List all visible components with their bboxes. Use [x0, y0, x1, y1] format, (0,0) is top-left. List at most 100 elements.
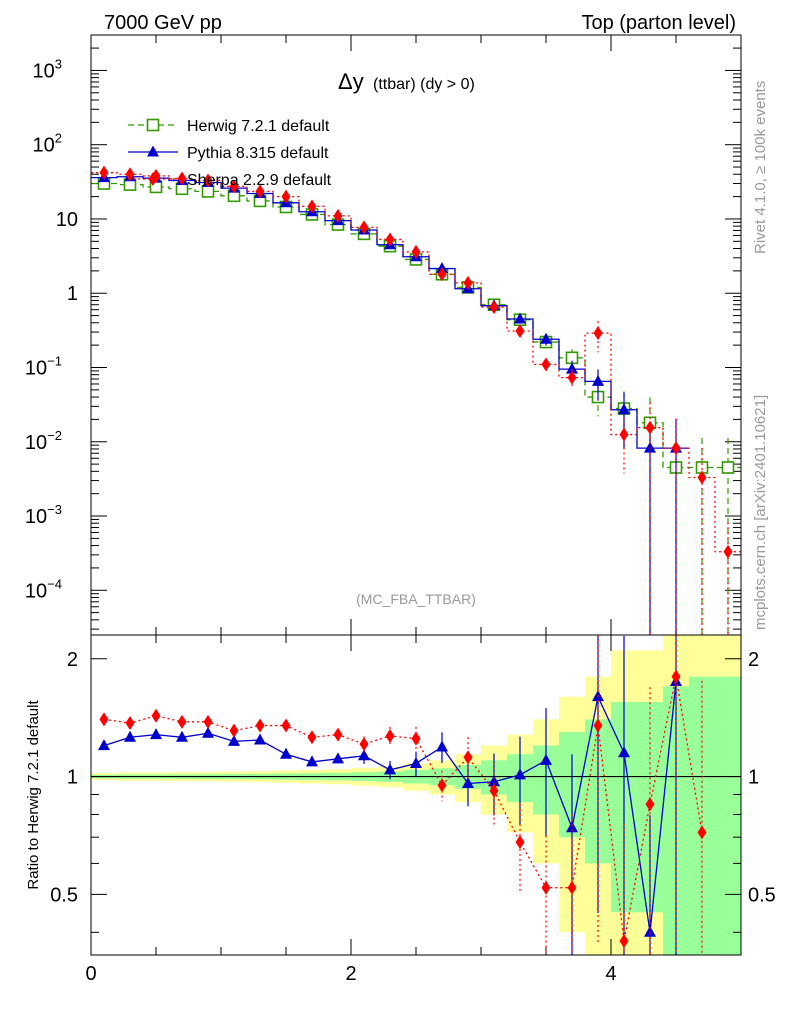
data-point: [723, 544, 733, 559]
main-y-tick-label: 1: [67, 283, 78, 305]
legend-label: Pythia 8.315 default: [187, 145, 329, 162]
header-right: Top (parton level): [581, 12, 736, 34]
data-point: [593, 326, 603, 341]
ratio-point: [229, 723, 239, 738]
data-point: [721, 461, 735, 474]
ratio-point: [177, 714, 187, 729]
data-point: [515, 324, 525, 339]
ratio-series-pythia-8-315-default: [98, 635, 682, 955]
data-point: [177, 171, 187, 186]
ratio-point: [281, 718, 291, 733]
ratio-point: [567, 880, 577, 895]
side-label-rivet: Rivet 4.1.0, ≥ 100k events: [752, 81, 769, 254]
ratio-point: [254, 733, 266, 745]
legend-label: Herwig 7.2.1 default: [187, 118, 330, 135]
ratio-point: [176, 730, 188, 742]
ratio-y-tick-label-left: 1: [67, 767, 78, 789]
chart-title-main: Δy: [338, 69, 364, 94]
main-y-tick-label: 10−1: [25, 353, 62, 379]
ratio-point: [98, 739, 110, 751]
data-point: [645, 420, 655, 435]
legend-marker: [147, 145, 159, 157]
ratio-series-group: [98, 635, 707, 955]
legend-label: Sherpa 2.2.9 default: [187, 172, 332, 189]
ratio-point: [437, 778, 447, 793]
data-point: [229, 179, 239, 194]
band-1sigma: [715, 676, 741, 955]
ratio-point: [436, 740, 448, 752]
ratio-point: [618, 746, 630, 758]
ratio-point: [228, 734, 240, 746]
data-point: [540, 332, 552, 344]
ratio-point: [202, 726, 214, 738]
ratio-point: [150, 728, 162, 740]
ratio-point: [463, 750, 473, 765]
ratio-point: [540, 753, 552, 765]
ratio-point: [385, 728, 395, 743]
ratio-y-tick-label-left: 2: [67, 649, 78, 671]
data-point: [411, 244, 421, 259]
ratio-point: [411, 731, 421, 746]
data-point: [644, 441, 656, 453]
main-y-tick-exponent: 2: [55, 131, 62, 146]
legend-marker: [146, 118, 160, 132]
ratio-series-sherpa-2-2-9-default: [99, 635, 707, 955]
data-point: [618, 403, 630, 415]
x-tick-label: 0: [85, 963, 96, 985]
chart-title-sub: (ttbar) (dy > 0): [373, 76, 475, 93]
x-tick-label: 2: [345, 963, 356, 985]
ratio-point: [410, 756, 422, 768]
main-series-group: [91, 165, 741, 635]
series-line: [91, 176, 689, 449]
data-point: [514, 312, 526, 324]
data-point: [541, 357, 551, 372]
data-point: [359, 220, 369, 235]
data-point: [566, 362, 578, 374]
ratio-point: [124, 730, 136, 742]
ratio-point: [645, 797, 655, 812]
ratio-point: [541, 880, 551, 895]
data-point: [592, 374, 604, 386]
main-y-tick-label: 10−3: [25, 502, 62, 528]
series-sherpa-2-2-9-default: [91, 165, 741, 635]
data-point: [437, 267, 447, 282]
ratio-point: [384, 763, 396, 775]
data-point: [307, 199, 317, 214]
ratio-point: [99, 712, 109, 727]
ratio-y-tick-label-right: 0.5: [748, 884, 776, 906]
ratio-y-tick-label-right: 1: [748, 767, 759, 789]
side-label-mcplots: mcplots.cern.ch [arXiv:2401.10621]: [752, 395, 769, 630]
data-point: [567, 370, 577, 385]
ratio-point: [125, 716, 135, 731]
main-y-tick-exponent: −4: [47, 576, 62, 591]
ratio-point: [488, 775, 500, 787]
ratio-y-axis-label: Ratio to Herwig 7.2.1 default: [25, 700, 42, 890]
ratio-point: [306, 755, 318, 767]
data-point: [619, 427, 629, 442]
ratio-point: [515, 835, 525, 850]
header-left: 7000 GeV pp: [104, 12, 222, 34]
legend: Herwig 7.2.1 default Pythia 8.315 default…: [128, 118, 332, 189]
ratio-point: [697, 825, 707, 840]
data-point: [489, 300, 499, 315]
ratio-point: [514, 768, 526, 780]
ratio-point: [151, 708, 161, 723]
ratio-point: [307, 730, 317, 745]
ratio-point: [359, 737, 369, 752]
data-point: [255, 184, 265, 199]
data-point: [99, 165, 109, 180]
ratio-point: [255, 718, 265, 733]
ratio-point: [358, 749, 370, 761]
ratio-point: [280, 747, 292, 759]
ratio-y-tick-label-left: 0.5: [50, 884, 78, 906]
main-y-tick-exponent: 3: [55, 56, 62, 71]
ratio-point: [593, 718, 603, 733]
ratio-y-tick-label-right: 2: [748, 649, 759, 671]
main-y-tick-label: 10: [56, 209, 78, 231]
data-point: [125, 167, 135, 182]
x-tick-label: 4: [605, 963, 616, 985]
ratio-point: [489, 783, 499, 798]
ratio-point: [332, 752, 344, 764]
